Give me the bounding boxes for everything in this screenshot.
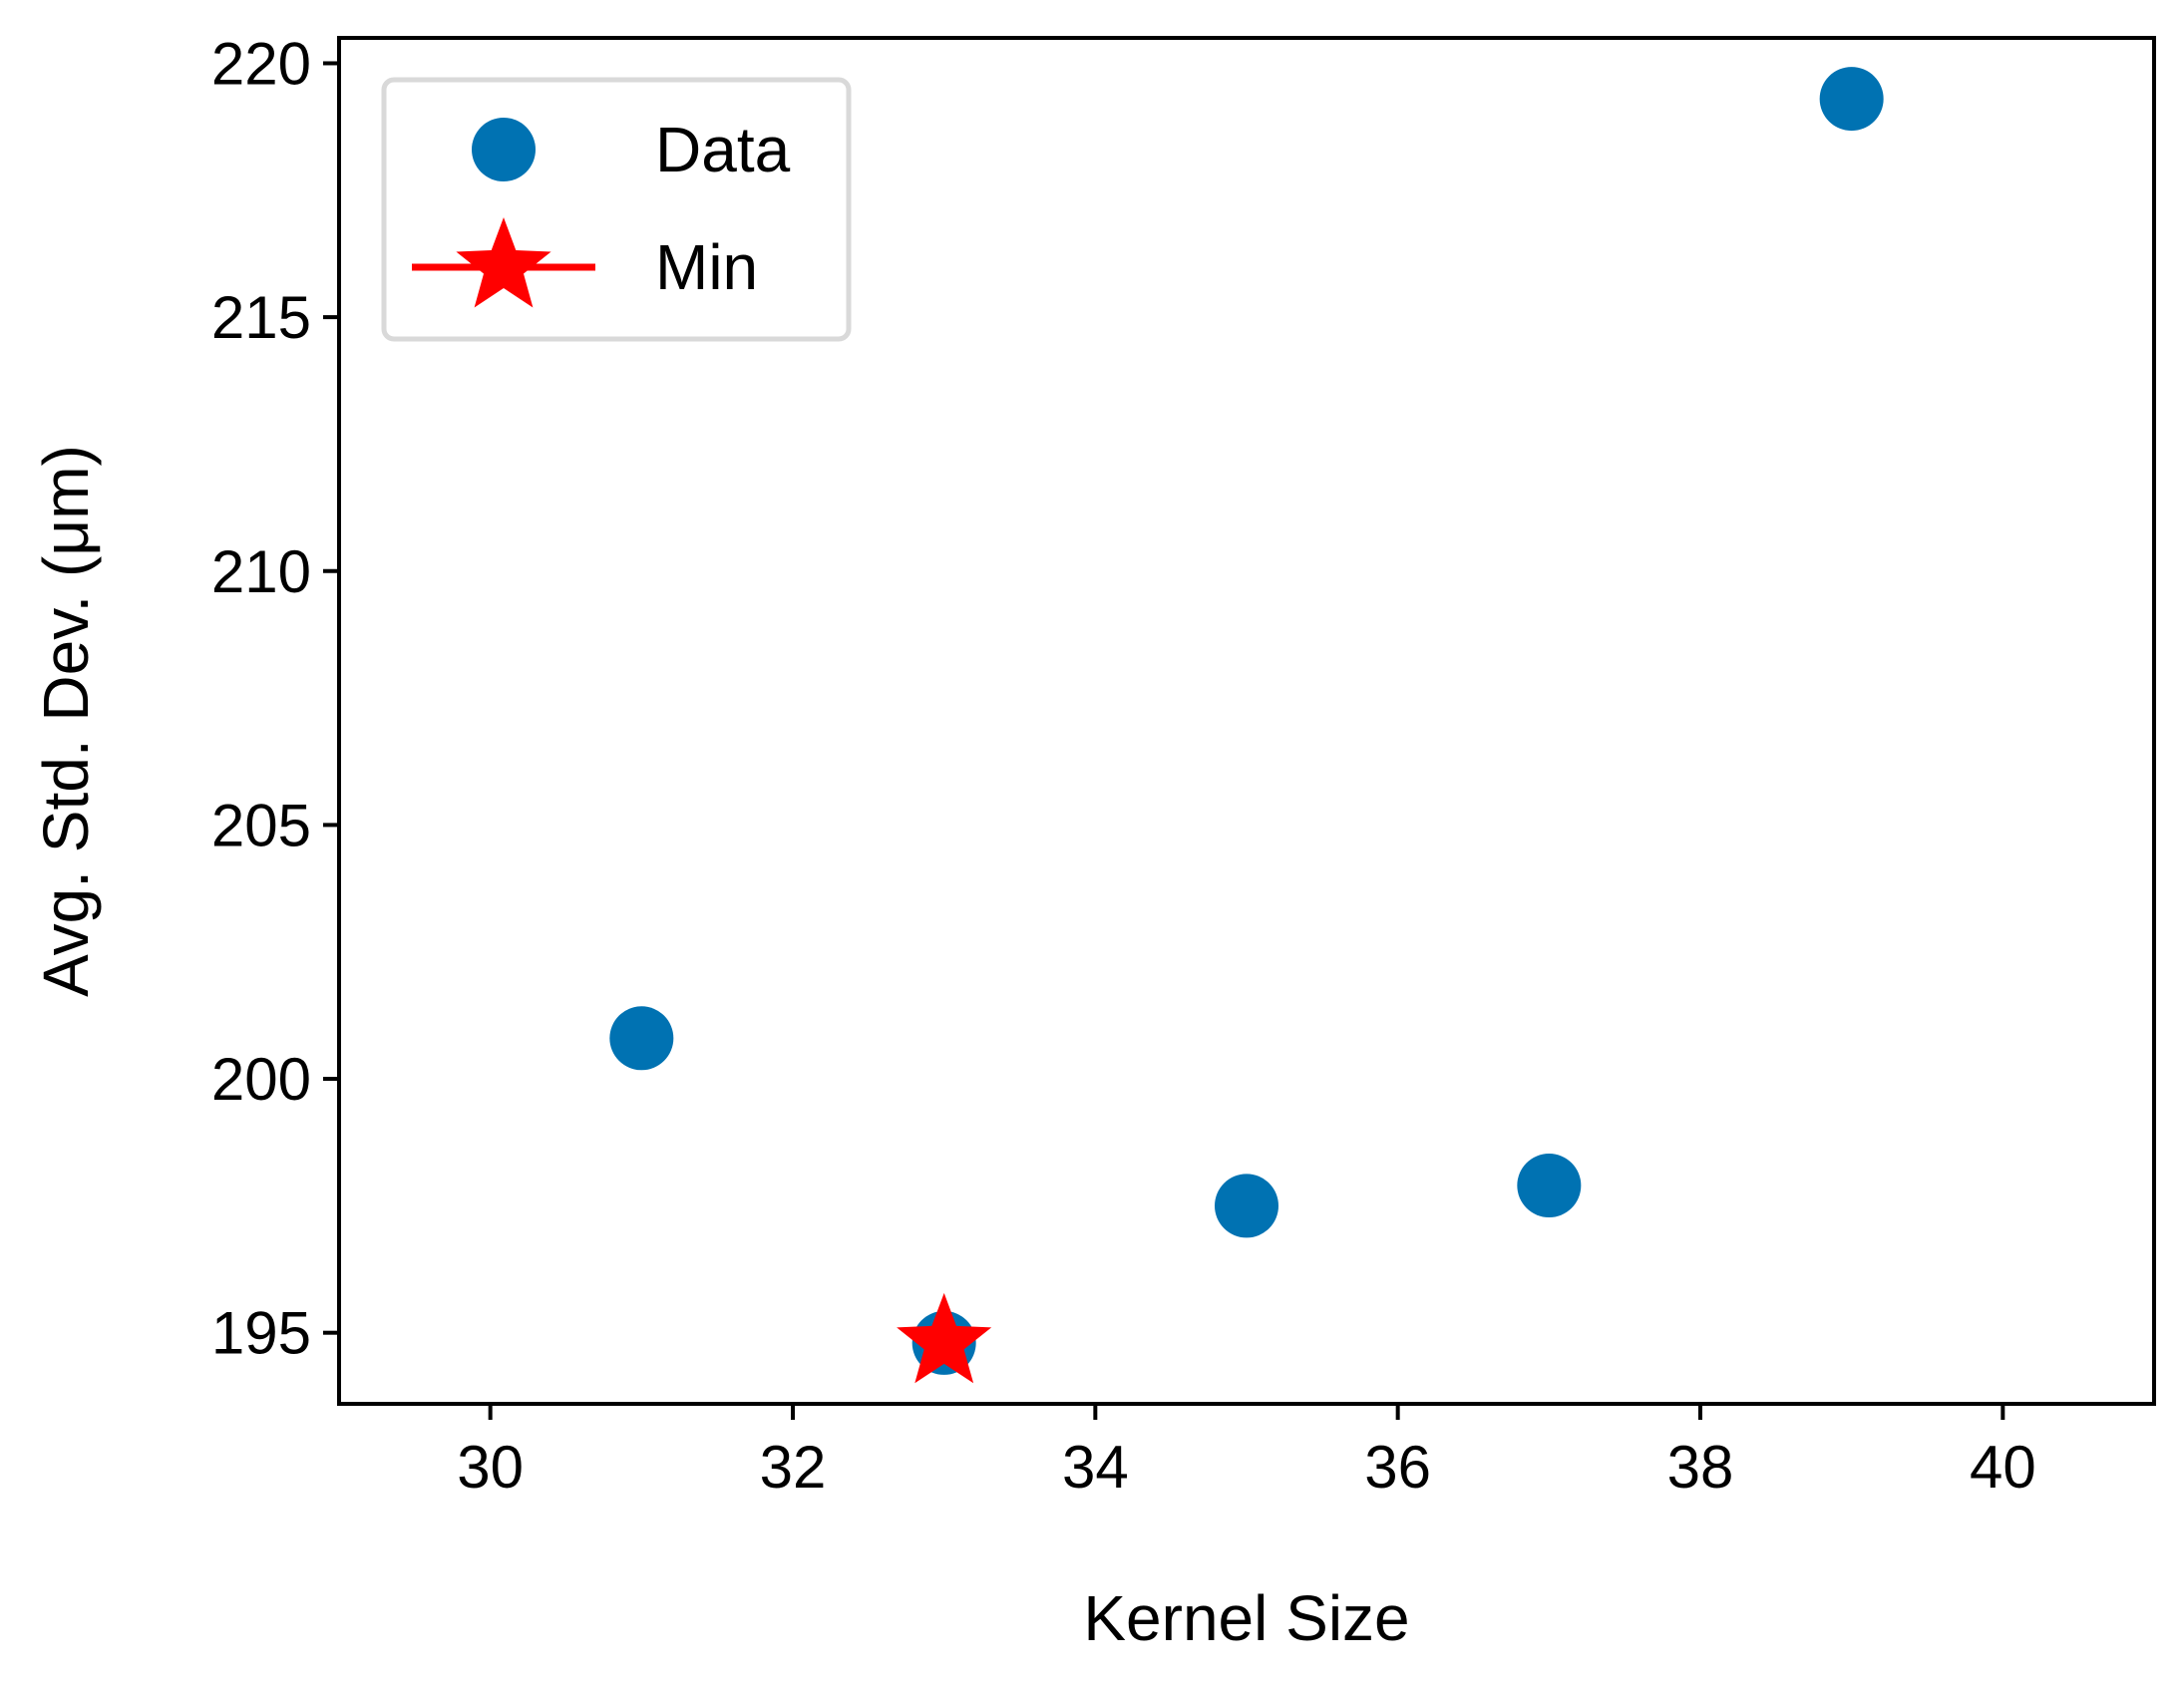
data-point [1215, 1174, 1278, 1238]
data-point [1517, 1154, 1582, 1218]
x-tick-label: 38 [1667, 1434, 1734, 1501]
data-point [609, 1006, 674, 1071]
plot-frame [337, 36, 2156, 1406]
x-axis-ticks: 30 32 34 36 38 40 [457, 1404, 2036, 1501]
y-tick-label: 195 [211, 1300, 311, 1367]
x-tick-label: 34 [1062, 1434, 1129, 1501]
legend-entries: Data Min [412, 114, 791, 308]
plot-marks [609, 67, 1884, 1384]
legend-marker-circle [472, 118, 536, 181]
legend-label: Data [655, 114, 791, 185]
x-tick-label: 30 [457, 1434, 524, 1501]
x-tick-label: 36 [1364, 1434, 1431, 1501]
x-axis-label: Kernel Size [1083, 1582, 1409, 1654]
min-star-marker [897, 1292, 992, 1384]
y-tick-label: 220 [211, 30, 311, 97]
y-axis-ticks: 195 200 205 210 215 220 [211, 30, 339, 1367]
x-tick-label: 32 [760, 1434, 827, 1501]
y-tick-label: 210 [211, 538, 311, 605]
x-tick-label: 40 [1970, 1434, 2036, 1501]
legend: Data Min [381, 77, 852, 342]
legend-marker-star [456, 217, 551, 308]
legend-label: Min [655, 231, 758, 303]
y-tick-label: 200 [211, 1046, 311, 1113]
data-point [1819, 67, 1884, 132]
y-tick-label: 205 [211, 792, 311, 858]
y-axis-label: Avg. Std. Dev. (μm) [30, 445, 102, 997]
y-tick-label: 215 [211, 284, 311, 351]
